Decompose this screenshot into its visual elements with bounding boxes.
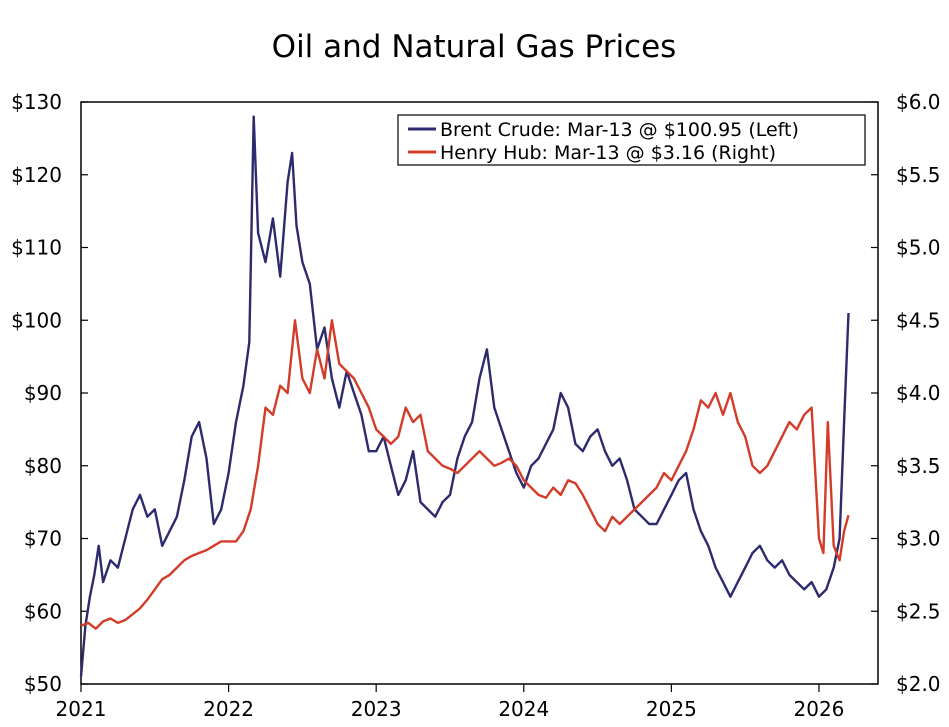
x-tick-label: 2022 <box>203 697 254 721</box>
right-tick-label: $2.5 <box>896 599 941 623</box>
x-tick-label: 2024 <box>498 697 549 721</box>
left-tick-label: $120 <box>11 163 62 187</box>
chart-title: Oil and Natural Gas Prices <box>272 29 677 65</box>
series-layer <box>79 115 850 677</box>
legend: Brent Crude: Mar-13 @ $100.95 (Left) Hen… <box>397 114 866 166</box>
plot-area <box>80 101 879 685</box>
series-line-brent-crude <box>79 115 850 677</box>
x-tick-label: 2025 <box>646 697 697 721</box>
right-tick-label: $3.5 <box>896 454 941 478</box>
series-line-henry-hub <box>80 319 850 630</box>
legend-box <box>397 114 866 166</box>
x-tick-label: 2026 <box>794 697 845 721</box>
x-tick-label: 2021 <box>56 697 107 721</box>
left-tick-label: $100 <box>11 308 62 332</box>
left-tick-label: $60 <box>24 599 62 623</box>
right-tick-label: $5.0 <box>896 236 941 260</box>
right-tick-label: $6.0 <box>896 90 941 114</box>
x-axis: 2021 2022 2023 2024 2025 2026 <box>56 684 845 721</box>
left-tick-label: $70 <box>24 527 62 551</box>
right-axis: $2.0 $2.5 $3.0 $3.5 $4.0 $4.5 $5.0 $5.5 $6.0 <box>871 90 941 696</box>
left-tick-label: $130 <box>11 90 62 114</box>
x-tick-label: 2023 <box>351 697 402 721</box>
left-tick-label: $90 <box>24 381 62 405</box>
left-tick-label: $50 <box>24 672 62 696</box>
legend-label-brent: Brent Crude: Mar-13 @ $100.95 (Left) <box>440 119 799 141</box>
left-tick-label: $110 <box>11 236 62 260</box>
right-tick-label: $5.5 <box>896 163 941 187</box>
left-axis: $50 $60 $70 $80 $90 $100 $110 $120 $130 <box>11 90 88 696</box>
right-tick-label: $4.0 <box>896 381 941 405</box>
right-tick-label: $2.0 <box>896 672 941 696</box>
right-tick-label: $4.5 <box>896 308 941 332</box>
left-tick-label: $80 <box>24 454 62 478</box>
legend-label-henry-hub: Henry Hub: Mar-13 @ $3.16 (Right) <box>440 142 776 164</box>
right-tick-label: $3.0 <box>896 527 941 551</box>
